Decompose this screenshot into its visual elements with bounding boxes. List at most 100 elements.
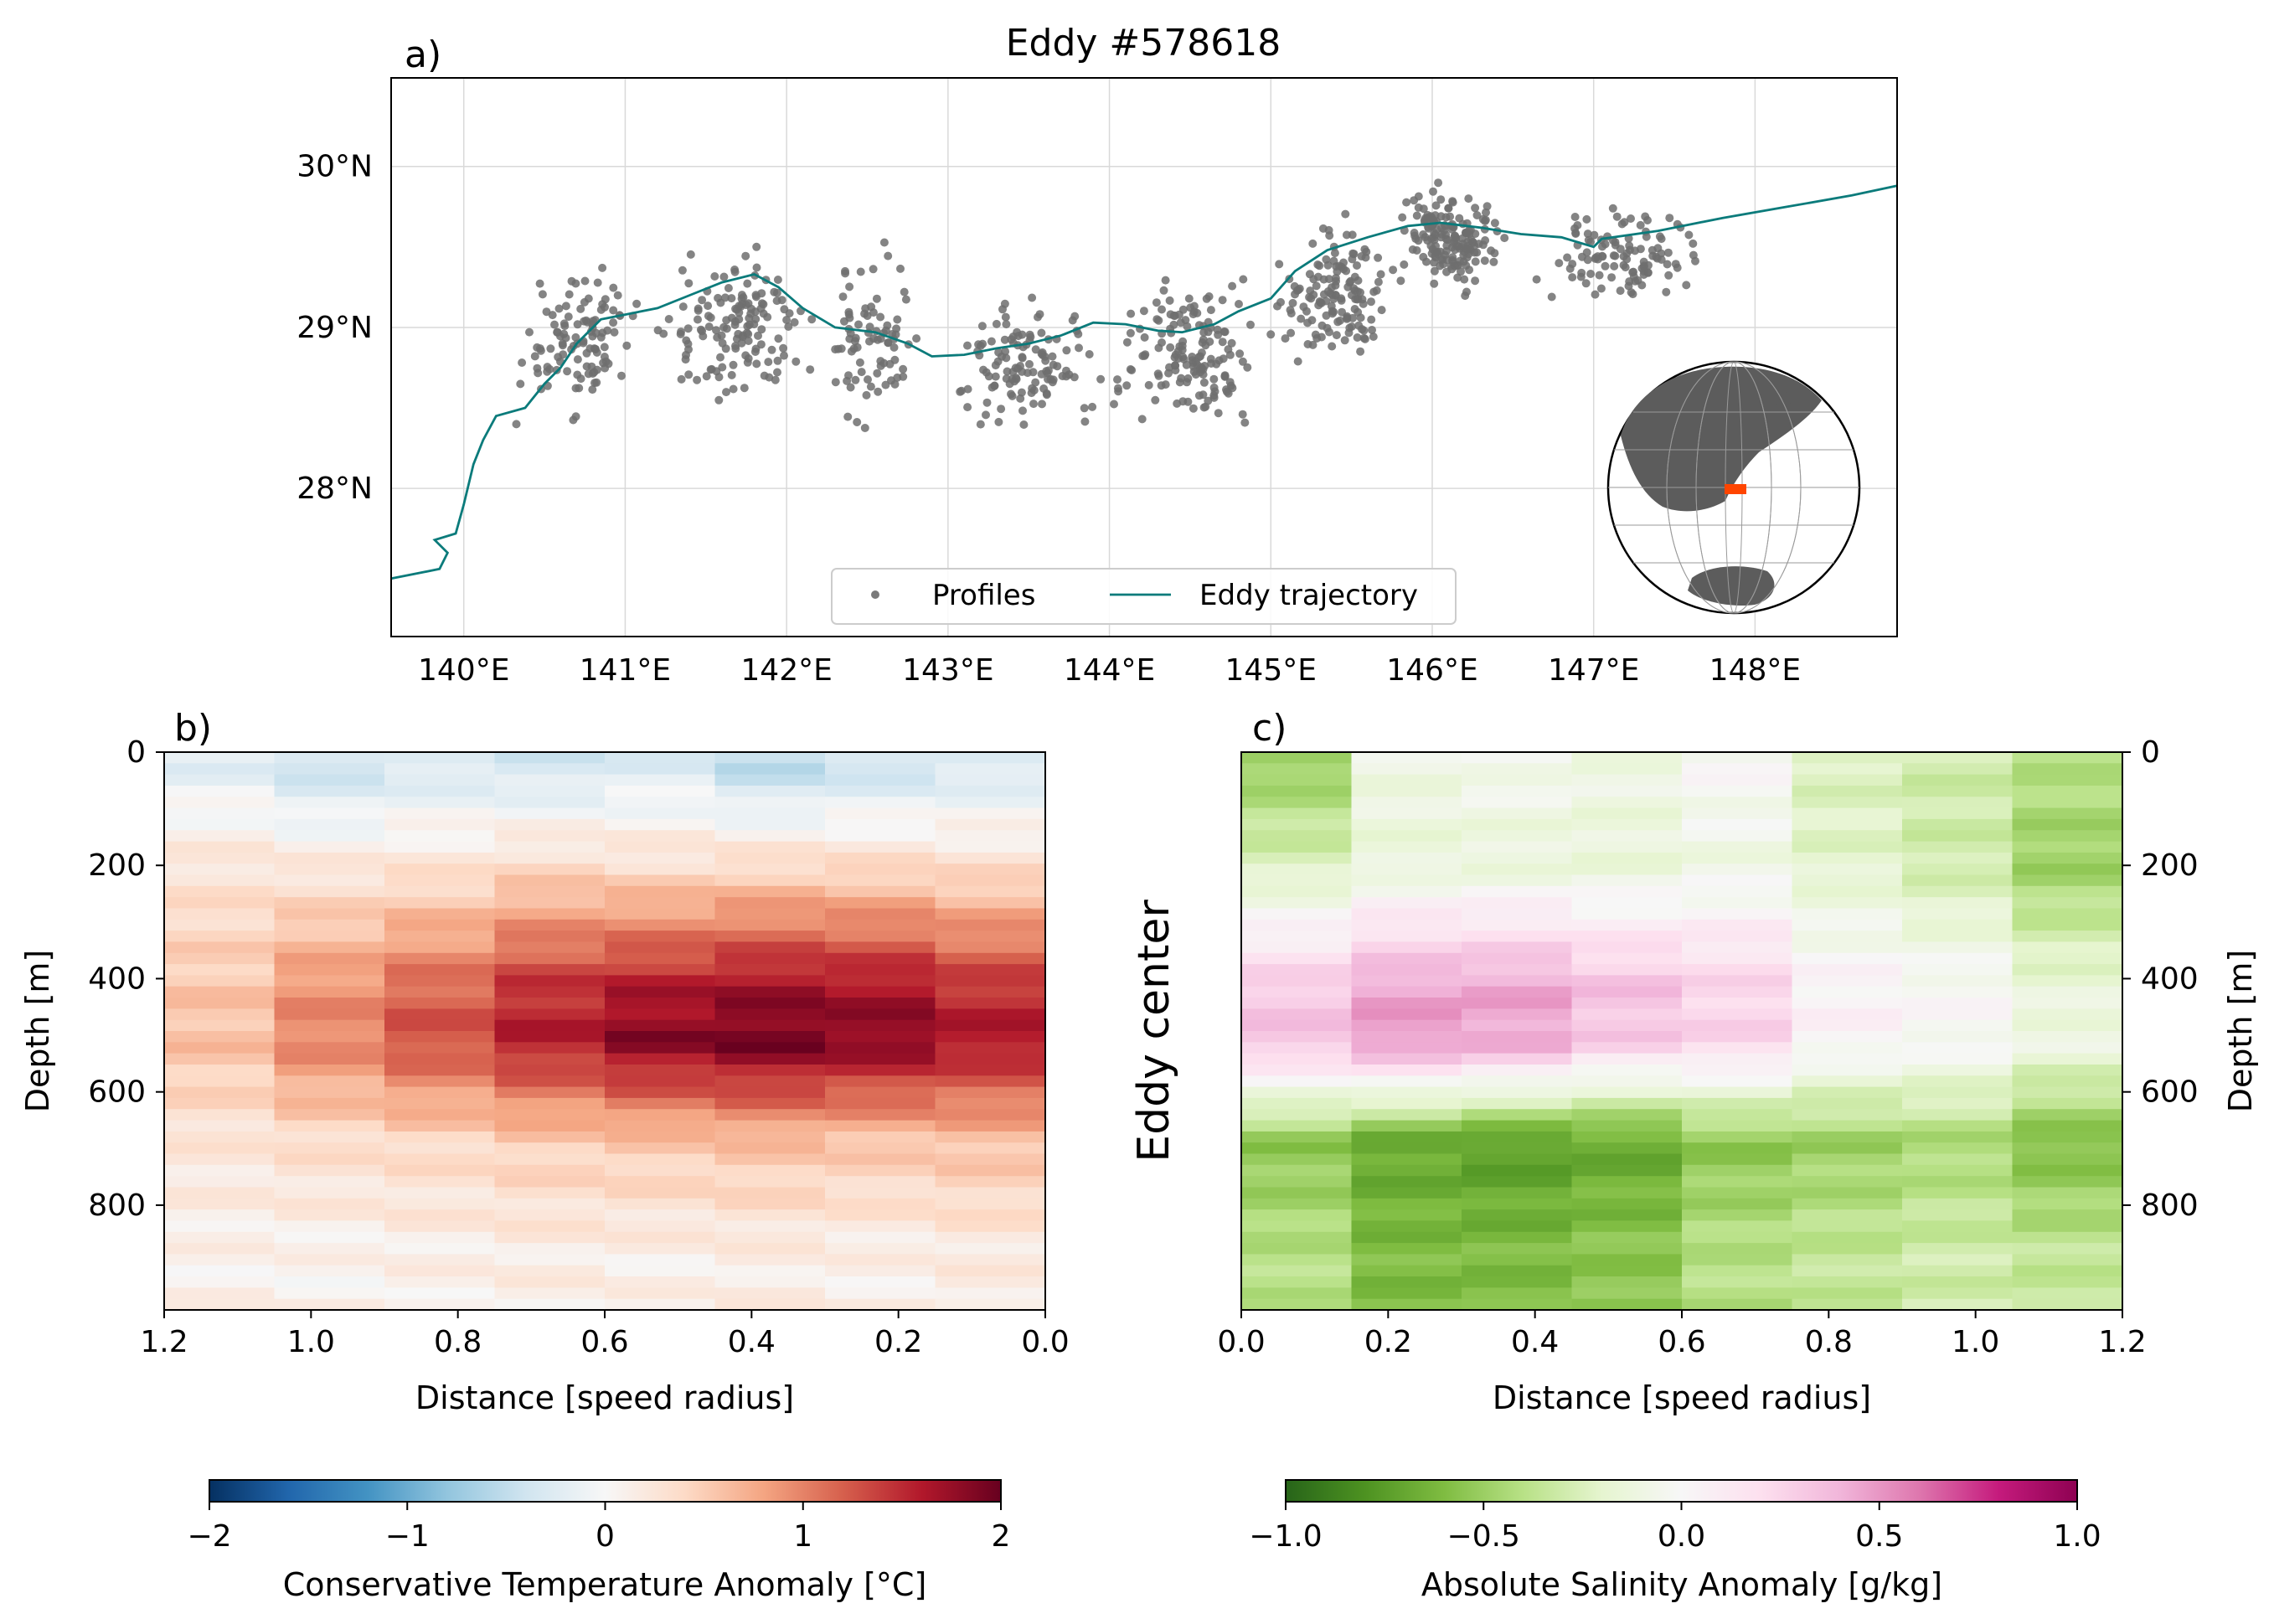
- heatmap-cell: [1462, 908, 1573, 920]
- heatmap-cell: [274, 975, 385, 987]
- heatmap-cell: [1351, 1298, 1462, 1311]
- heatmap-cell: [825, 897, 936, 910]
- profile-point: [1218, 296, 1227, 305]
- profile-point: [1183, 397, 1193, 406]
- profile-point: [1356, 288, 1364, 297]
- heatmap-cell: [1351, 1142, 1462, 1155]
- heatmap-cell: [825, 1198, 936, 1210]
- profile-point: [1044, 374, 1052, 384]
- heatmap-cell: [1241, 1075, 1353, 1088]
- heatmap-cell: [714, 998, 826, 1009]
- heatmap-cell: [1241, 1042, 1353, 1054]
- profile-point: [912, 334, 921, 343]
- heatmap-cell: [1902, 752, 2014, 764]
- heatmap-cell: [494, 864, 606, 876]
- profile-point: [1338, 307, 1347, 317]
- heatmap-cell: [1241, 1187, 1353, 1199]
- heatmap-cell: [1792, 1164, 1903, 1177]
- heatmap-cell: [164, 1086, 276, 1099]
- profile-point: [831, 345, 840, 354]
- heatmap-cell: [1682, 1254, 1793, 1266]
- profile-point: [1053, 362, 1062, 371]
- profile-point: [1012, 374, 1021, 383]
- profile-point: [664, 315, 673, 323]
- heatmap-cell: [384, 885, 496, 898]
- heatmap-cell: [714, 1198, 826, 1210]
- heatmap-cell: [1682, 1109, 1793, 1121]
- heatmap-cell: [274, 797, 385, 809]
- heatmap-cell: [935, 763, 1046, 776]
- heatmap-cell: [1792, 1053, 1903, 1065]
- heatmap-cell: [935, 797, 1046, 809]
- profile-point: [1029, 400, 1038, 409]
- profile-point: [1002, 320, 1011, 329]
- heatmap-cell: [935, 874, 1046, 887]
- heatmap-cell: [1241, 1231, 1353, 1244]
- heatmap-cell: [1571, 1075, 1683, 1088]
- profile-point: [1169, 320, 1178, 329]
- profile-point: [1460, 275, 1469, 284]
- heatmap-cell: [714, 1031, 826, 1043]
- profile-point: [1663, 248, 1673, 257]
- heatmap-cell: [274, 1008, 385, 1021]
- heatmap-cell: [1792, 1298, 1903, 1311]
- profile-point: [1471, 276, 1480, 286]
- heatmap-cell: [714, 852, 826, 864]
- heatmap-cell: [164, 1131, 276, 1143]
- heatmap-cell: [1902, 864, 2014, 876]
- profile-point: [1617, 219, 1627, 229]
- heatmap-cell: [384, 1142, 496, 1155]
- profile-point: [1408, 245, 1417, 254]
- profile-point: [773, 276, 782, 284]
- heatmap-cell: [494, 1053, 606, 1065]
- heatmap-cell: [164, 931, 276, 942]
- heatmap-cell: [1241, 1086, 1353, 1099]
- heatmap-cell: [605, 1008, 716, 1021]
- heatmap-cell: [1241, 841, 1353, 853]
- heatmap-cell: [164, 941, 276, 954]
- profile-point: [1154, 316, 1163, 325]
- heatmap-cell: [1792, 1142, 1903, 1155]
- heatmap-cell: [494, 841, 606, 853]
- heatmap-cell: [1351, 1231, 1462, 1244]
- heatmap-cell: [2012, 1298, 2123, 1311]
- profile-point: [1312, 281, 1321, 291]
- heatmap-cell: [1351, 885, 1462, 898]
- profile-point: [1431, 201, 1441, 210]
- heatmap-cell: [605, 1176, 716, 1188]
- heatmap-cell: [1902, 830, 2014, 843]
- profile-point: [872, 294, 881, 303]
- x-tick-label: 0.6: [580, 1325, 628, 1359]
- heatmap-cell: [384, 852, 496, 864]
- profile-point: [751, 344, 761, 353]
- heatmap-cell: [1902, 975, 2014, 987]
- heatmap-cell: [164, 818, 276, 831]
- heatmap-cell: [1462, 1176, 1573, 1188]
- heatmap-cell: [164, 1042, 276, 1054]
- heatmap-cell: [384, 1086, 496, 1099]
- heatmap-cell: [825, 774, 936, 786]
- profile-point: [512, 420, 521, 429]
- profile-point: [1307, 316, 1317, 325]
- colorbar-tick-label: −2: [187, 1519, 231, 1554]
- profile-point: [617, 371, 626, 380]
- profile-point: [1159, 286, 1168, 295]
- heatmap-cell: [1241, 1153, 1353, 1166]
- heatmap-cell: [825, 1031, 936, 1043]
- heatmap-cell: [1792, 852, 1903, 864]
- heatmap-cell: [1682, 752, 1793, 764]
- heatmap-cell: [1462, 1042, 1573, 1054]
- heatmap-cell: [2012, 797, 2123, 809]
- profile-point: [1002, 374, 1011, 384]
- profile-point: [992, 319, 1001, 328]
- profile-point: [1199, 390, 1208, 400]
- profile-point: [1410, 231, 1420, 240]
- heatmap-cell: [714, 1075, 826, 1088]
- profile-point: [851, 375, 860, 384]
- x-tick-label: 142°E: [740, 653, 832, 688]
- heatmap-cell: [1462, 1198, 1573, 1210]
- heatmap-cell: [1351, 841, 1462, 853]
- heatmap-cell: [714, 919, 826, 931]
- heatmap-cell: [1682, 763, 1793, 776]
- panel-a-x-ticks: 140°E 141°E 142°E 143°E 144°E 145°E 146°E 147°E…: [418, 653, 1801, 688]
